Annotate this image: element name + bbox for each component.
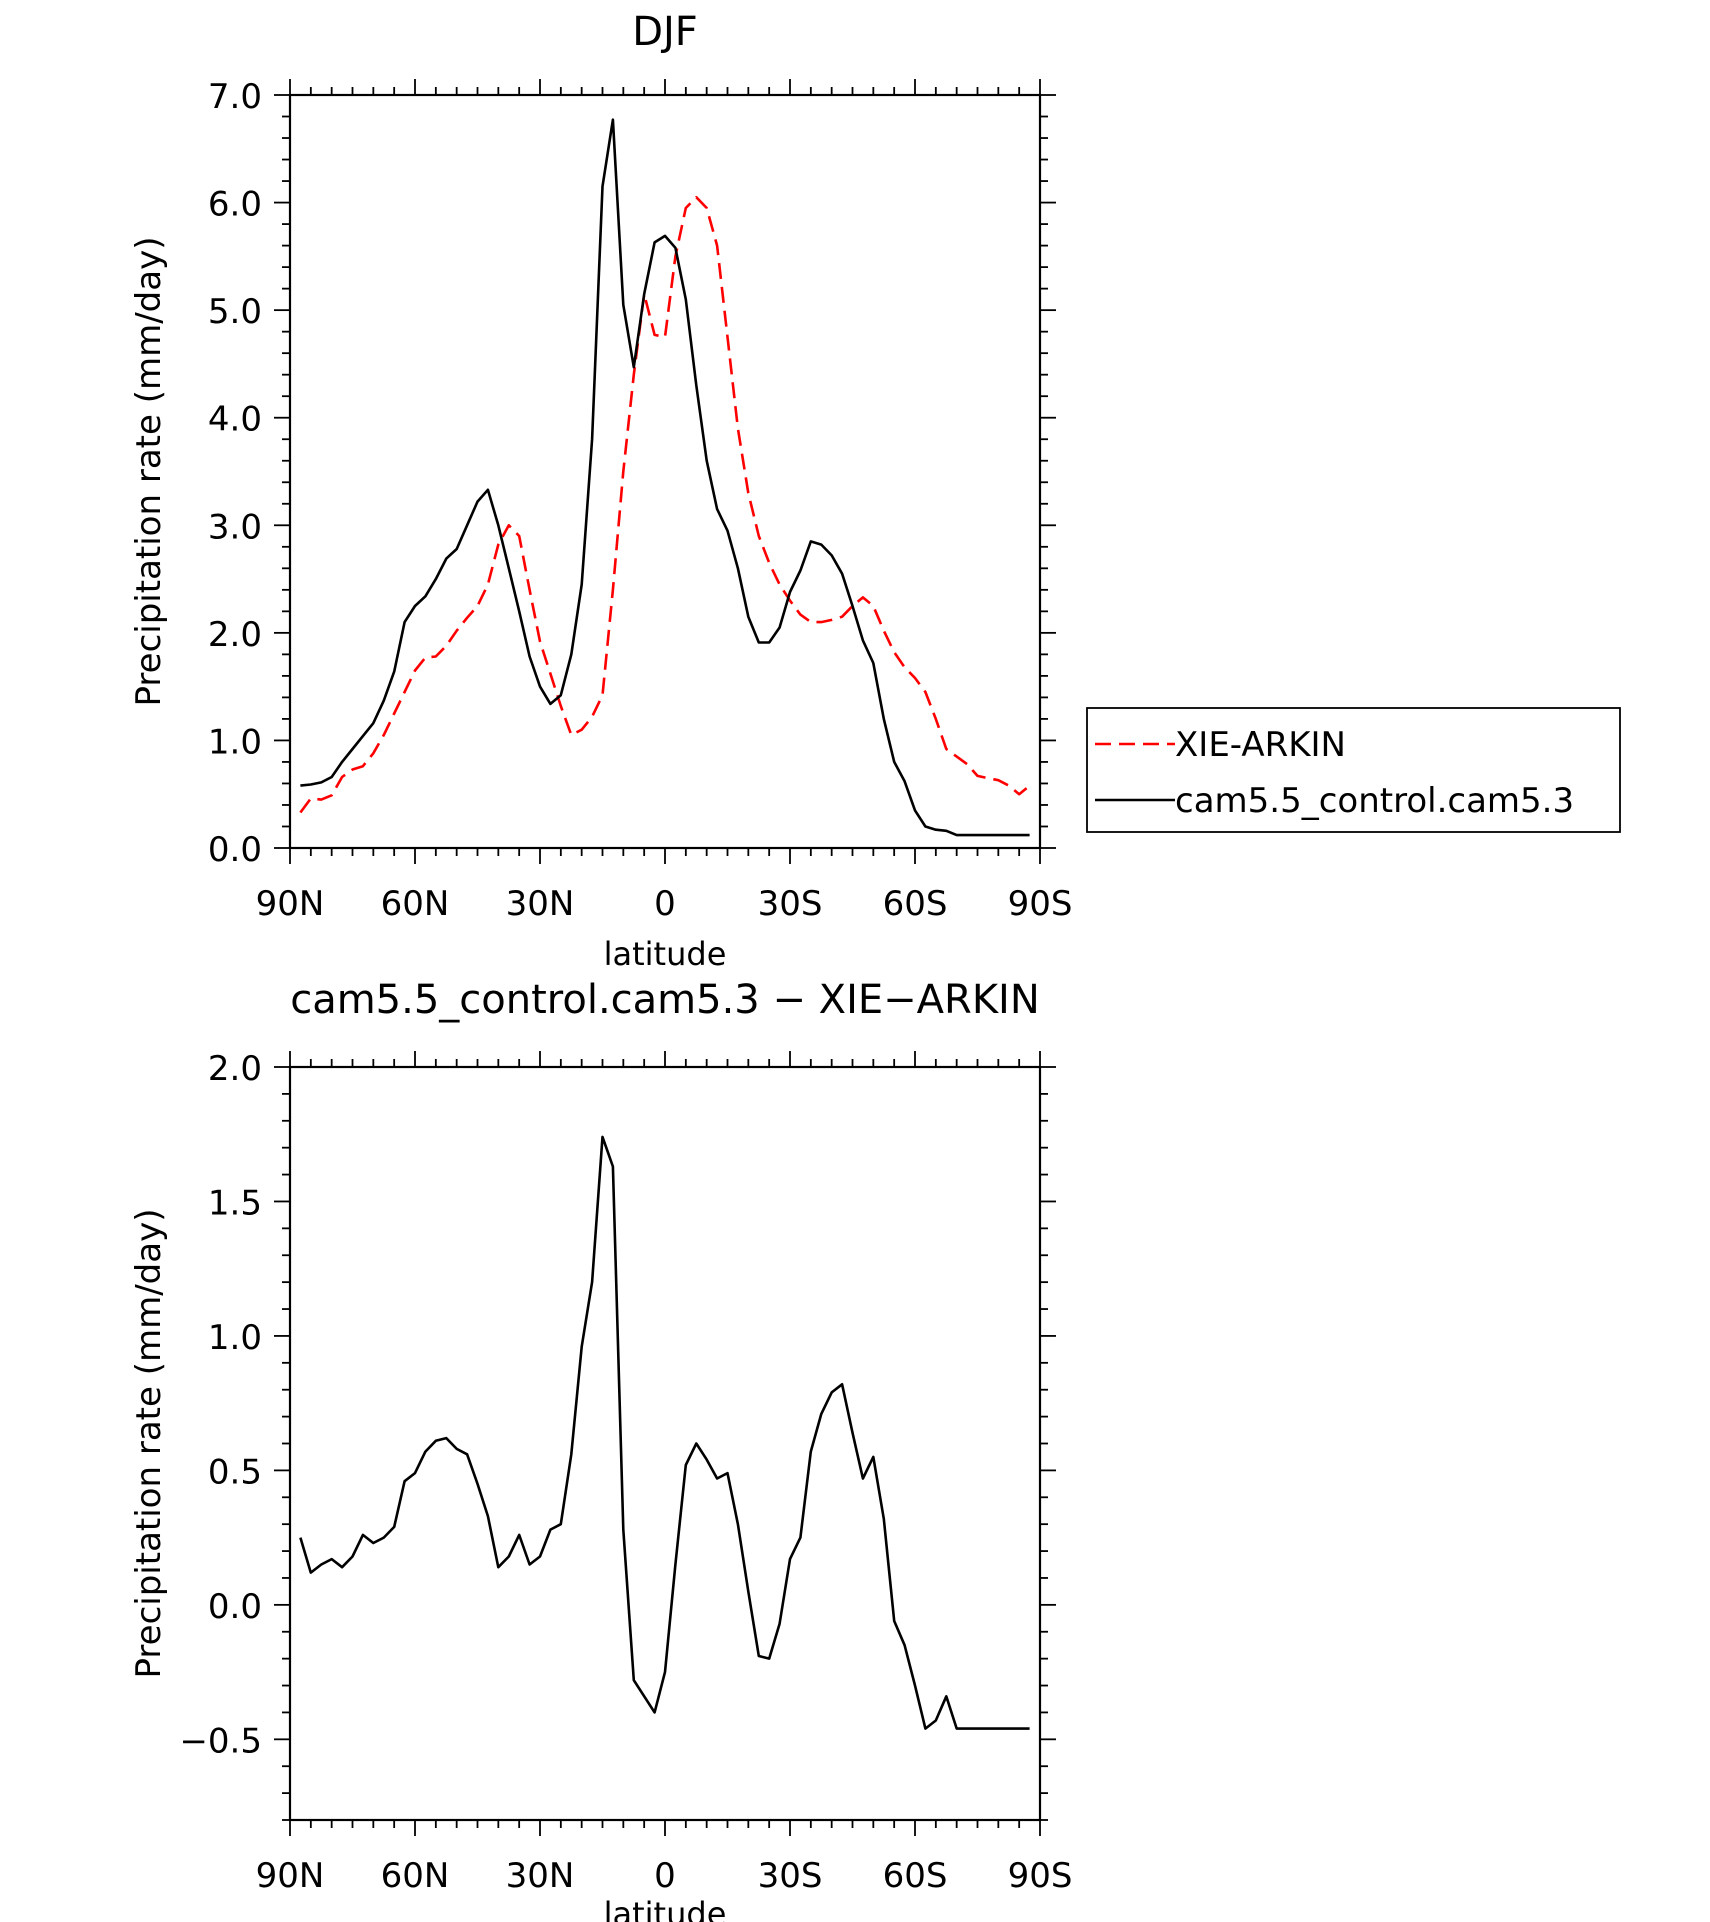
- x-tick-label: 60N: [381, 884, 450, 924]
- series-line-cam5-5-control-cam5-3: [300, 118, 1030, 837]
- y-axis-label: Precipitation rate (mm/day): [129, 237, 169, 707]
- x-tick-label: 60S: [883, 884, 948, 924]
- y-tick-label: 2.0: [208, 615, 262, 655]
- chart-panel-1: DJF 0.0 1.0 2.0 3.0 4.0 5.0 6.0 7.0 90N 60N 30N 0 30S…: [129, 9, 1621, 973]
- x-axis-label: latitude: [604, 1895, 727, 1922]
- plot-frame: [288, 93, 1042, 850]
- plot-frame: [288, 1065, 1042, 1822]
- x-tick-label: 0: [654, 884, 676, 924]
- legend-label-1: XIE-ARKIN: [1175, 725, 1346, 765]
- x-tick-label: 30N: [506, 1856, 575, 1896]
- y-tick-label: 0.0: [208, 1587, 262, 1627]
- y-tick-label: 0.0: [208, 830, 262, 870]
- x-axis-label: latitude: [604, 935, 727, 973]
- series-line-xie-arkin: [299, 195, 1031, 814]
- x-tick-label: 30S: [758, 1856, 823, 1896]
- x-tick-label: 30S: [758, 884, 823, 924]
- y-tick-label: 1.0: [208, 722, 262, 762]
- legend-label-2: cam5.5_control.cam5.3: [1175, 781, 1574, 821]
- y-tick-label: 3.0: [208, 507, 262, 547]
- y-tick-label: 1.0: [208, 1318, 262, 1358]
- y-tick-label: 7.0: [208, 77, 262, 117]
- chart-title: DJF: [632, 9, 698, 55]
- chart-panel-2: cam5.5_control.cam5.3 − XIE−ARKIN −0.5 0.0…: [129, 977, 1072, 1922]
- x-tick-label: 60S: [883, 1856, 948, 1896]
- x-tick-label: 30N: [506, 884, 575, 924]
- x-tick-label: 90N: [256, 884, 325, 924]
- x-tick-label: 90S: [1008, 884, 1073, 924]
- y-tick-label: 0.5: [208, 1452, 262, 1492]
- series-line-difference: [299, 1135, 1030, 1730]
- x-tick-label: 60N: [381, 1856, 450, 1896]
- legend: XIE-ARKIN cam5.5_control.cam5.3: [1086, 707, 1621, 833]
- y-tick-label: −0.5: [179, 1721, 262, 1761]
- x-tick-label: 0: [654, 1856, 676, 1896]
- y-tick-label: 2.0: [208, 1049, 262, 1089]
- x-tick-label: 90N: [256, 1856, 325, 1896]
- chart-title: cam5.5_control.cam5.3 − XIE−ARKIN: [290, 977, 1040, 1023]
- y-axis-label: Precipitation rate (mm/day): [129, 1209, 169, 1679]
- legend-box: [1086, 707, 1621, 833]
- x-tick-label: 90S: [1008, 1856, 1073, 1896]
- y-tick-label: 5.0: [208, 292, 262, 332]
- y-tick-label: 4.0: [208, 400, 262, 440]
- y-tick-label: 1.5: [208, 1183, 262, 1223]
- y-tick-label: 6.0: [208, 185, 262, 225]
